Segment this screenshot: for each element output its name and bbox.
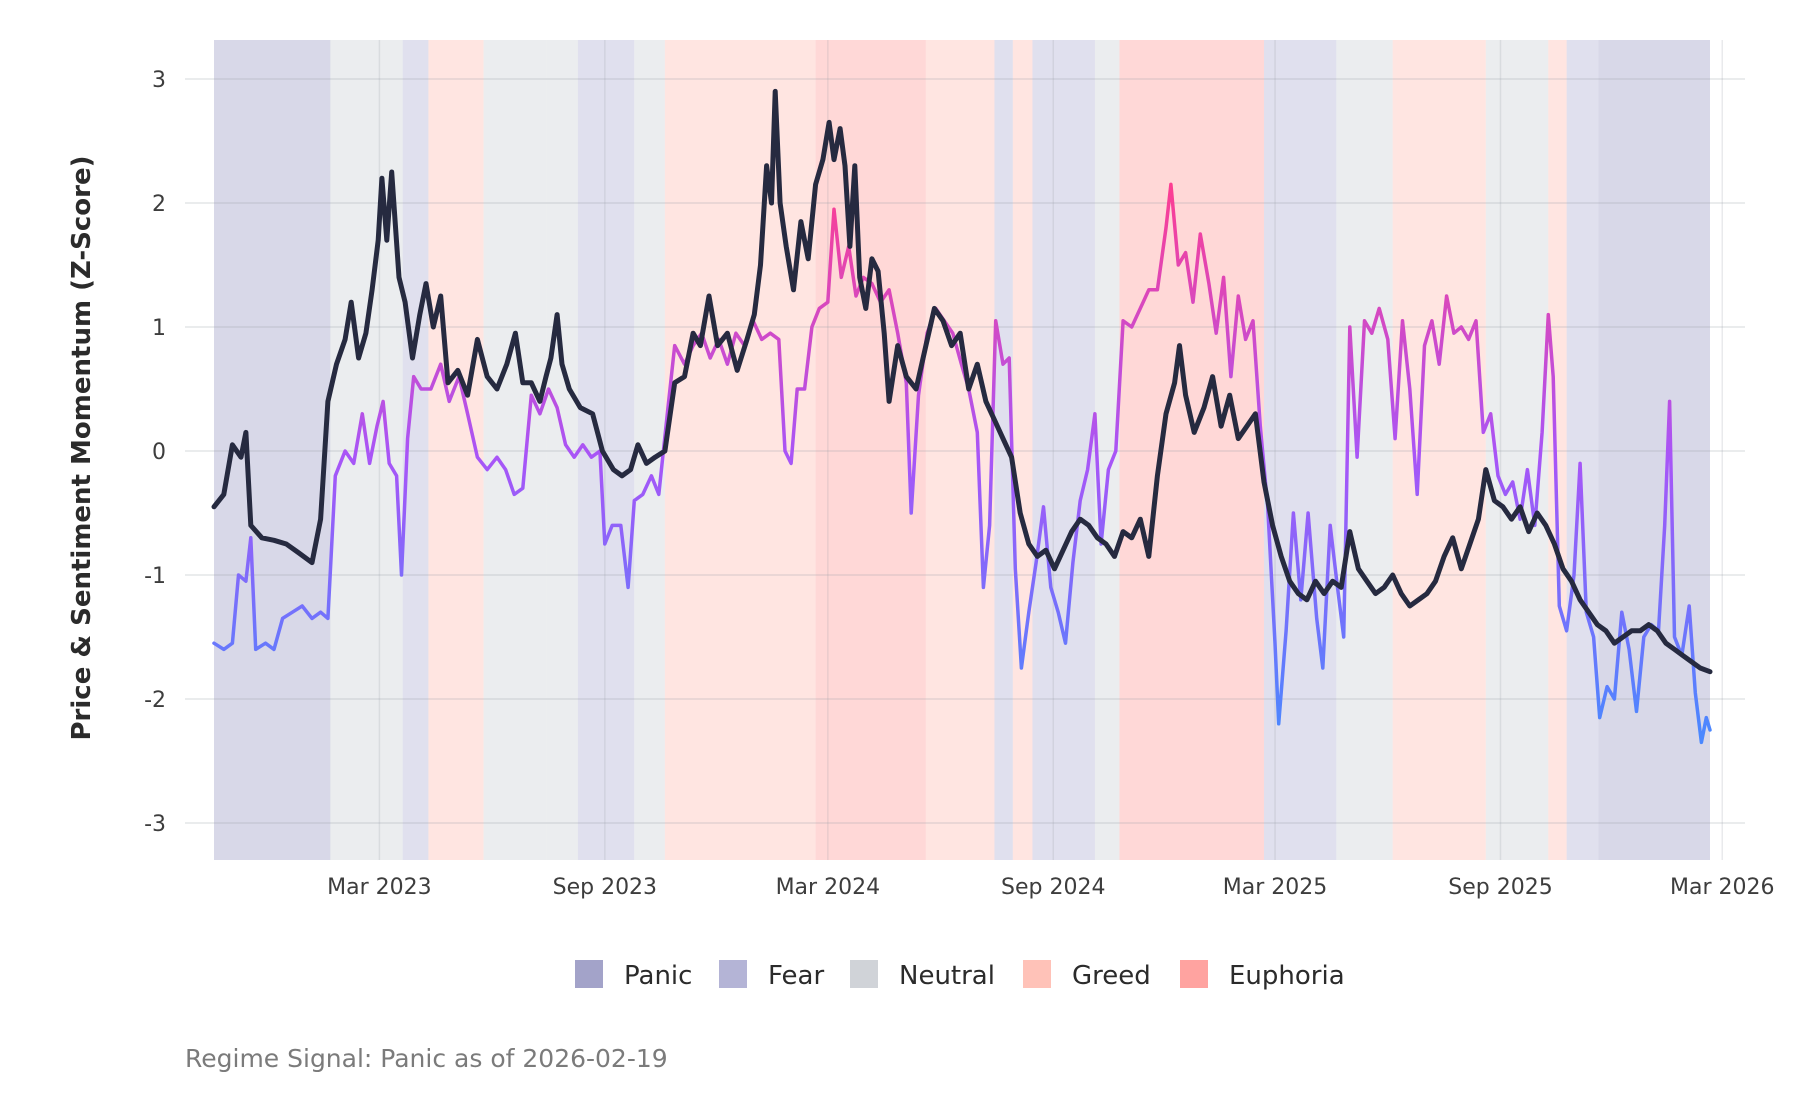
legend-swatch-euphoria [1180, 960, 1208, 988]
legend-label-neutral: Neutral [899, 961, 995, 991]
x-tick-label: Sep 2023 [553, 875, 657, 900]
y-tick-label: -3 [144, 812, 166, 837]
y-tick-label: 0 [152, 440, 166, 465]
x-tick-labels: Mar 2023 Sep 2023 Mar 2024 Sep 2024 Mar 2025… [327, 875, 1774, 900]
regime-band-greed [1012, 40, 1033, 860]
legend-label-euphoria: Euphoria [1229, 961, 1345, 991]
y-tick-label: 2 [152, 192, 166, 217]
sentiment-momentum-line [212, 182, 1712, 745]
regime-band-greed [1392, 40, 1486, 860]
x-tick-label: Sep 2024 [1001, 875, 1105, 900]
legend-swatch-greed [1023, 960, 1051, 988]
regime-band-fear [1264, 40, 1337, 860]
legend: Panic Fear Neutral Greed Euphoria [575, 960, 1345, 991]
x-tick-label: Mar 2026 [1670, 875, 1775, 900]
grid-lines [185, 40, 1745, 860]
y-tick-label: -2 [144, 688, 166, 713]
legend-label-fear: Fear [768, 961, 824, 991]
regime-band-greed [1548, 40, 1567, 860]
regime-band-euphoria [1119, 40, 1265, 860]
legend-swatch-neutral [850, 960, 878, 988]
x-tick-label: Sep 2025 [1448, 875, 1552, 900]
legend-label-panic: Panic [624, 961, 692, 991]
series-lines [211, 88, 1713, 745]
regime-bands [214, 40, 1710, 860]
regime-band-fear [1566, 40, 1599, 860]
y-tick-label: -1 [144, 564, 166, 589]
regime-signal-caption: Regime Signal: Panic as of 2026-02-19 [185, 1044, 668, 1073]
legend-swatch-panic [575, 960, 603, 988]
regime-band-neutral [546, 40, 578, 860]
y-tick-label: 1 [152, 316, 166, 341]
regime-band-greed [925, 40, 995, 860]
price-momentum-line [211, 88, 1713, 675]
regime-band-fear [994, 40, 1013, 860]
regime-band-neutral [483, 40, 547, 860]
regime-band-panic [1598, 40, 1710, 860]
regime-band-fear [1032, 40, 1095, 860]
y-axis-title: Price & Sentiment Momentum (Z-Score) [67, 156, 97, 741]
legend-label-greed: Greed [1072, 961, 1151, 991]
x-tick-label: Mar 2023 [327, 875, 432, 900]
x-tick-label: Mar 2024 [776, 875, 881, 900]
x-tick-label: Mar 2025 [1223, 875, 1328, 900]
legend-swatch-fear [719, 960, 747, 988]
regime-band-neutral [1336, 40, 1393, 860]
y-tick-labels: 3 2 1 0 -1 -2 -3 [144, 68, 166, 837]
y-tick-label: 3 [152, 68, 166, 93]
